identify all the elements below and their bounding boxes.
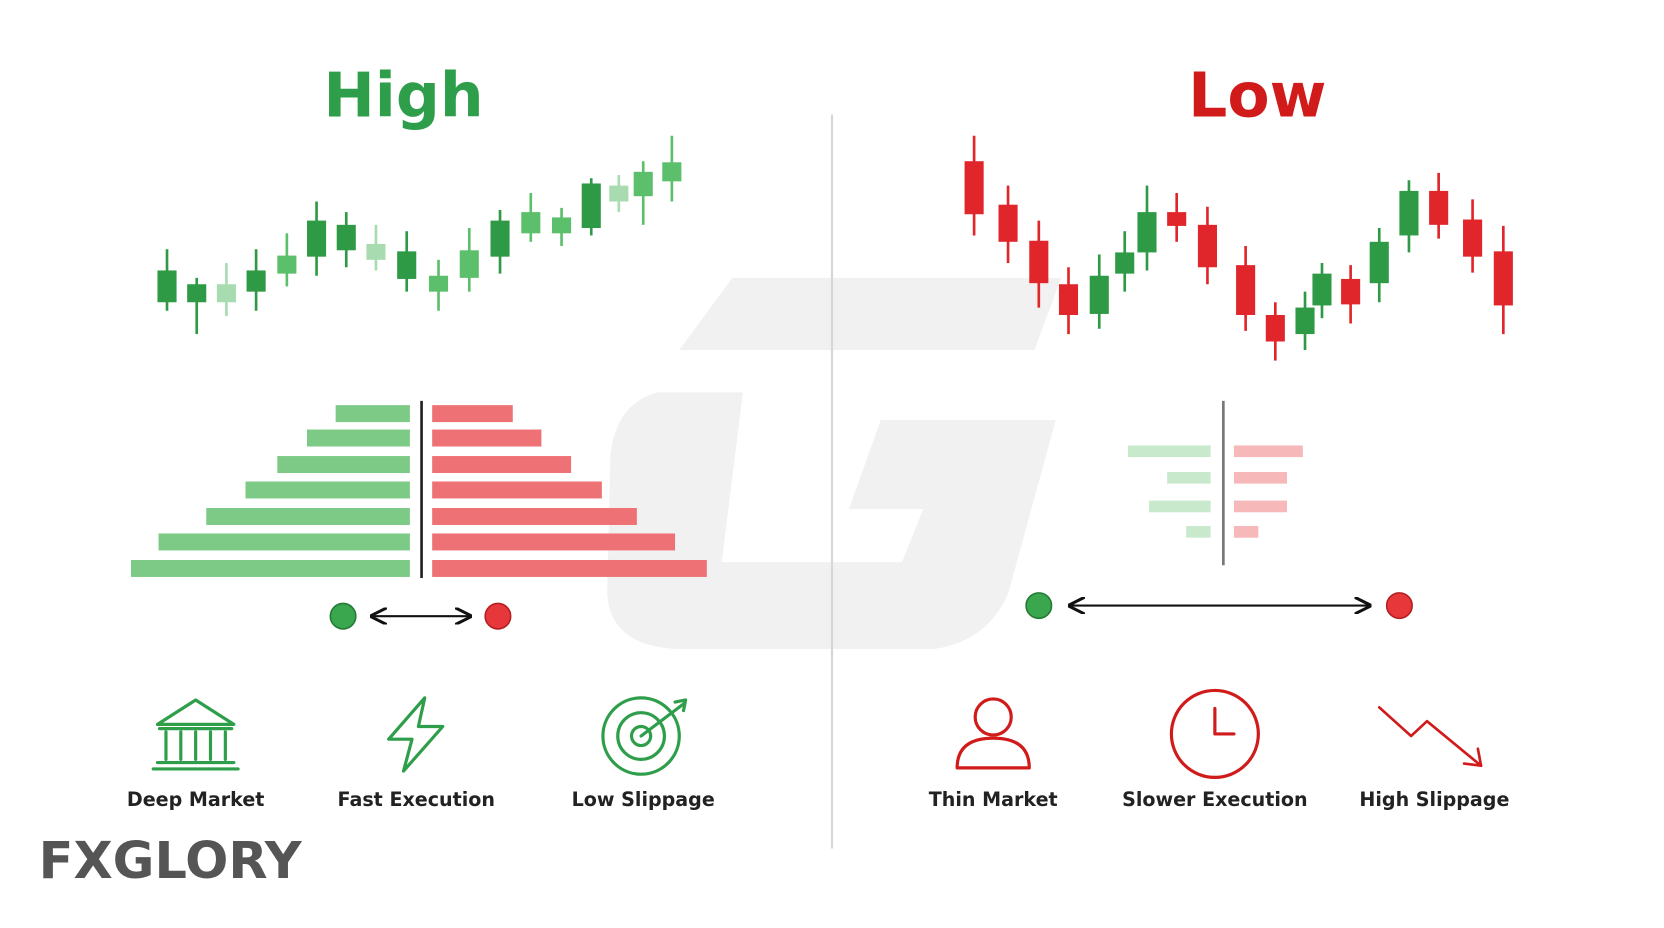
candle-body [1167, 212, 1187, 226]
feature-label: Slower Execution [1122, 788, 1308, 811]
candle-body [1493, 251, 1513, 306]
bid-bar [277, 456, 410, 474]
bid-bar [1186, 526, 1211, 538]
candle-body [633, 171, 653, 197]
candle-body [187, 284, 207, 303]
candle-body [1137, 212, 1157, 253]
bid-bar [206, 508, 410, 525]
ask-bar [432, 508, 637, 525]
candle-body [366, 243, 386, 260]
candle-body [609, 185, 629, 202]
candle-body [1089, 275, 1109, 314]
candle-body [307, 220, 327, 257]
bid-bar [158, 533, 410, 551]
bank-icon [151, 698, 240, 771]
candle-body [1265, 314, 1285, 342]
candle-body [397, 251, 417, 279]
bid-bar [245, 481, 410, 499]
ask-bar [432, 559, 707, 577]
candle-body [428, 275, 449, 292]
ask-bar [1233, 500, 1287, 513]
bid-bar [307, 429, 410, 447]
bid-bar [1127, 445, 1211, 458]
feature-label: High Slippage [1359, 788, 1509, 811]
left-title: High [323, 60, 483, 132]
candle-body [521, 212, 541, 234]
feature-label: Low Slippage [572, 788, 715, 811]
trend-down-icon [1377, 706, 1483, 768]
candle-body [552, 217, 572, 234]
bid-bar [335, 405, 410, 423]
target-icon [601, 696, 688, 776]
candle-body [1115, 252, 1135, 274]
ask-bar [1233, 526, 1259, 538]
candle-body [157, 270, 177, 303]
candle-body [1463, 219, 1483, 257]
bid-bar [130, 559, 410, 577]
candle-body [1197, 224, 1217, 268]
spread [329, 592, 1413, 630]
feature-label: Thin Market [929, 788, 1058, 811]
logo: FXGLORY [39, 832, 303, 891]
ask-bar [1233, 445, 1303, 458]
candle-body [1369, 241, 1389, 284]
candles [157, 135, 1513, 361]
candle-body [277, 255, 297, 274]
ask-bar [432, 533, 676, 551]
icons [151, 688, 1483, 779]
feature-label: Deep Market [127, 788, 265, 811]
candle-body [1429, 190, 1449, 225]
order-book [130, 405, 1303, 577]
candle-body [336, 224, 356, 251]
candle-body [1058, 284, 1079, 315]
ask-bar [432, 481, 602, 499]
person-icon [955, 697, 1031, 770]
candle-body [1341, 278, 1361, 305]
candle-body [581, 183, 601, 229]
ask-bar [1233, 471, 1287, 484]
bid-bar [1167, 471, 1211, 484]
ask-bar [432, 405, 513, 423]
ask-bar [432, 456, 572, 474]
candle-body [216, 284, 236, 303]
right-title: Low [1188, 60, 1326, 132]
lightning-icon [387, 696, 445, 773]
clock-icon [1169, 688, 1260, 779]
candle-body [1236, 265, 1256, 315]
ask-bar [432, 429, 542, 447]
candle-body [1029, 240, 1049, 284]
candle-body [490, 220, 510, 257]
bid-bar [1149, 500, 1211, 513]
candle-body [459, 250, 479, 278]
candle-body [964, 161, 984, 215]
feature-label: Fast Execution [338, 788, 495, 811]
candle-body [1399, 190, 1419, 236]
candle-body [662, 162, 682, 182]
candle-body [1312, 273, 1332, 306]
watermark [607, 277, 1062, 650]
candle-body [246, 270, 266, 292]
candle-body [1295, 307, 1315, 335]
candle-body [998, 204, 1018, 242]
